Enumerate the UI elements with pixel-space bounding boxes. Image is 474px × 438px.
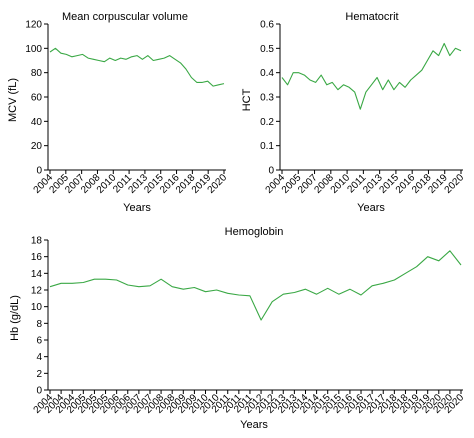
- y-tick-label-hb: 18: [31, 236, 43, 247]
- y-axis-title-hb: Hb (g/dL): [9, 295, 21, 341]
- y-tick-label-mcv: 20: [31, 141, 43, 152]
- y-tick-label-hb: 8: [36, 319, 42, 330]
- x-axis-title-mcv: Years: [123, 202, 151, 214]
- y-tick-label-mcv: 60: [31, 93, 43, 104]
- panel-mcv: Mean corpuscular volume MCV (fL) Years 0…: [7, 11, 229, 214]
- x-tick-label-mcv: 2020: [206, 172, 230, 196]
- panel-hct: Hematocrit HCT Years 0 0.1 0.2 0.3 0.4 0.5 0.6…: [241, 11, 466, 214]
- x-axis-title-hct: Years: [357, 202, 385, 214]
- y-tick-label-hb: 14: [31, 269, 43, 280]
- y-tick-label-hb: 10: [31, 302, 43, 313]
- y-tick-label-mcv: 100: [25, 44, 42, 55]
- y-tick-label-hct: 0.2: [260, 117, 274, 128]
- series-line-hb: [49, 250, 462, 321]
- y-axis-title-hct: HCT: [241, 88, 253, 111]
- y-tick-label-hb: 12: [31, 286, 43, 297]
- y-tick-label-mcv: 0: [36, 166, 42, 177]
- y-tick-label-hb: 6: [36, 336, 42, 347]
- chart-title-hb: Hemoglobin: [225, 226, 284, 238]
- y-tick-label-mcv: 120: [25, 20, 42, 31]
- chart-title-hct: Hematocrit: [345, 11, 398, 23]
- x-tick-label-hct: 2020: [443, 172, 467, 196]
- panel-hb: Hemoglobin Hb (g/dL) Years 0 2 4 6 8 10 12 14 16…: [9, 226, 466, 431]
- y-tick-label-hb: 16: [31, 252, 43, 263]
- y-tick-label-hct: 0.6: [260, 20, 274, 31]
- x-axis-title-hb: Years: [240, 419, 268, 431]
- series-line-hct: [281, 42, 462, 110]
- y-tick-label-mcv: 40: [31, 117, 43, 128]
- y-tick-label-hb: 2: [36, 369, 42, 380]
- y-tick-label-hct: 0.5: [260, 44, 274, 55]
- series-line-mcv: [49, 47, 225, 87]
- y-tick-label-mcv: 80: [31, 68, 43, 79]
- y-tick-label-hct: 0.1: [260, 141, 274, 152]
- chart-title-mcv: Mean corpuscular volume: [62, 11, 188, 23]
- y-tick-label-hct: 0.4: [260, 68, 274, 79]
- y-axis-title-mcv: MCV (fL): [7, 78, 19, 122]
- y-tick-label-hb: 4: [36, 352, 42, 363]
- y-tick-label-hb: 0: [36, 386, 42, 397]
- y-tick-label-hct: 0.3: [260, 93, 274, 104]
- y-tick-label-hct: 0: [268, 166, 274, 177]
